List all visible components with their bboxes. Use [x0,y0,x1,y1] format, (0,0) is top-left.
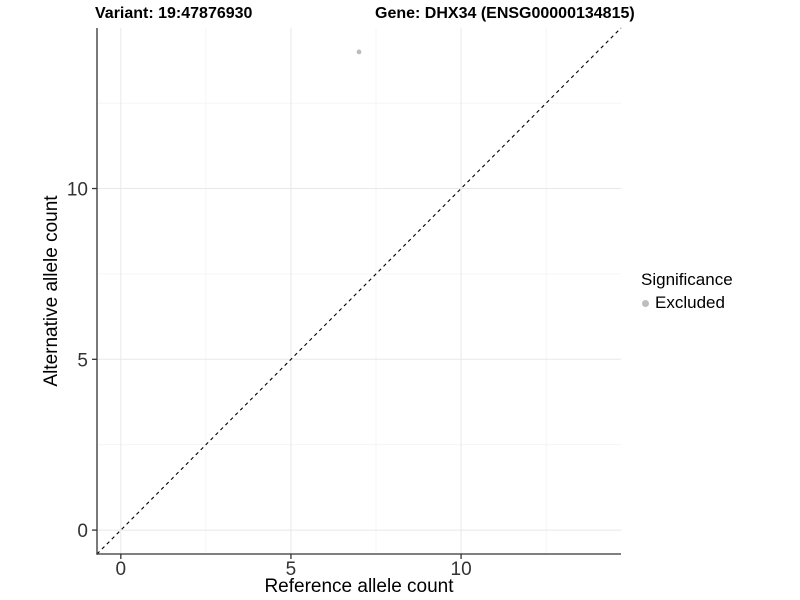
y-tick-label: 5 [77,350,88,371]
x-axis-title: Reference allele count [264,576,454,597]
y-tick-label: 0 [77,521,88,542]
y-axis-title: Alternative allele count [41,195,62,387]
x-tick-label: 5 [286,559,297,580]
data-point [356,49,362,55]
x-tick-label: 0 [116,559,127,580]
legend-dot-icon [642,299,649,307]
x-tick-label: 10 [451,559,472,580]
gene-title: Gene: DHX34 (ENSG00000134815) [375,5,635,22]
variant-title: Variant: 19:47876930 [95,5,253,22]
identity-line [96,27,622,555]
legend: Significance Excluded [641,270,733,313]
legend-title: Significance [641,270,733,289]
legend-item-label: Excluded [655,293,725,312]
legend-item-excluded: Excluded [641,293,733,313]
y-tick-label: 10 [67,180,88,201]
